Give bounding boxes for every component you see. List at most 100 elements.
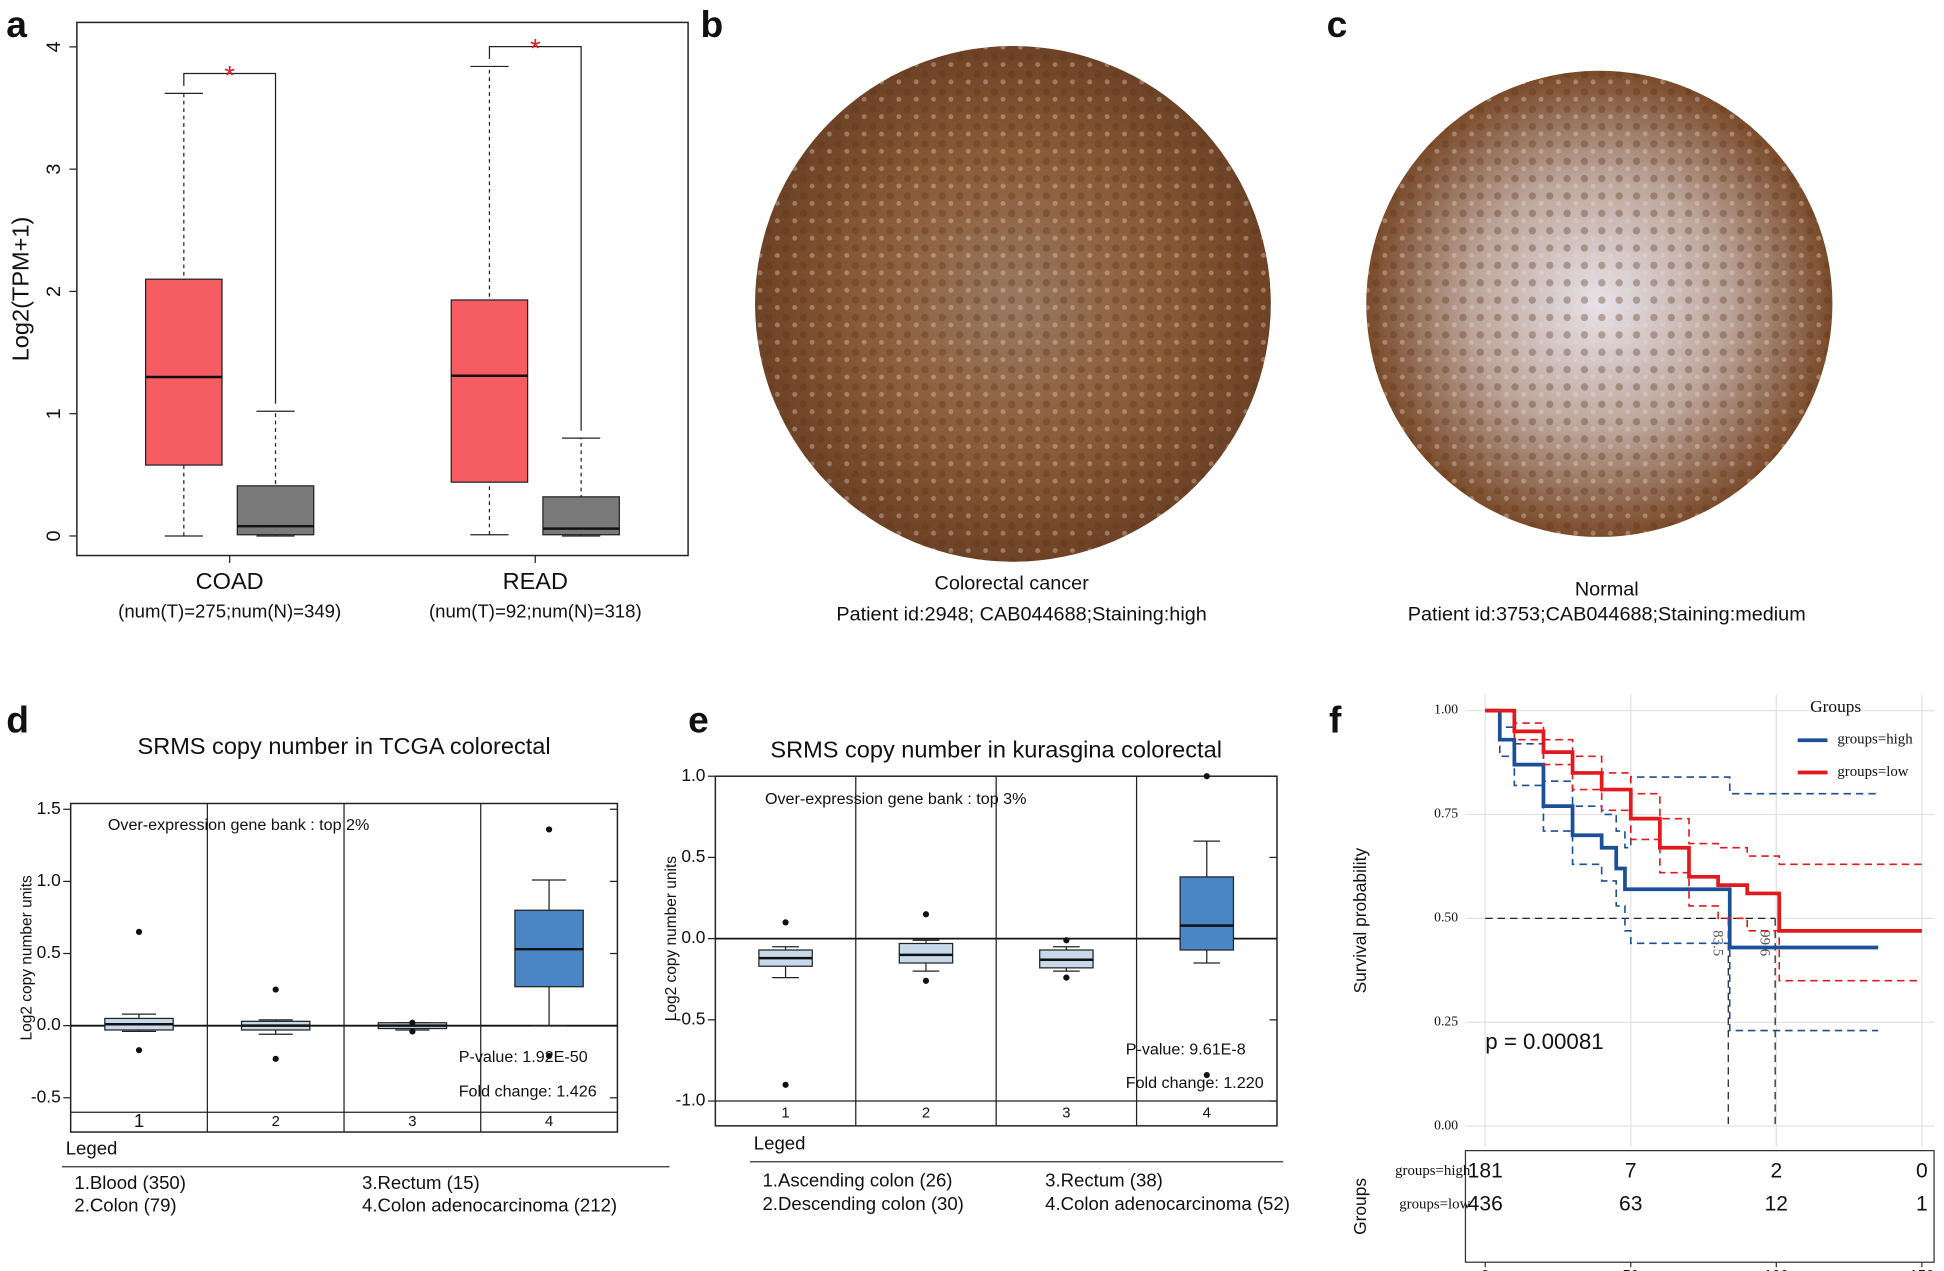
tissue-texture [755, 45, 1271, 562]
y-tick-label: 0.50 [1434, 909, 1458, 924]
panel-label: a [6, 3, 27, 45]
legend-item: 3.Rectum (15) [362, 1172, 480, 1193]
y-tick-label: 3 [43, 164, 65, 175]
y-tick-label: 1.00 [1434, 702, 1458, 717]
risk-count: 7 [1625, 1159, 1637, 1182]
panel-label: d [6, 699, 29, 741]
annotation: Over-expression gene bank : top 2% [108, 816, 369, 834]
risk-row-name: groups=low [1399, 1197, 1470, 1213]
y-axis-label: Survival probability [1350, 848, 1370, 994]
box [898, 942, 954, 964]
risk-table-title: Groups [1350, 1178, 1370, 1235]
chart-title: SRMS copy number in TCGA colorectal [137, 733, 550, 759]
outlier [272, 1055, 279, 1062]
panel-label: b [700, 3, 723, 45]
y-tick-label: 0.5 [681, 846, 705, 866]
risk-count: 436 [1468, 1193, 1503, 1216]
y-tick-label: 0.75 [1434, 806, 1458, 821]
image-detail: Patient id:2948; CAB044688;Staining:high [836, 603, 1206, 625]
image-detail: Patient id:3753;CAB044688;Staining:mediu… [1408, 603, 1806, 625]
x-tick-label: COAD [196, 568, 264, 594]
significance-bracket [488, 45, 582, 431]
legend-title: Leged [754, 1132, 806, 1153]
legend-title: Leged [66, 1137, 118, 1158]
y-tick-label: 0.0 [37, 1014, 61, 1034]
outlier [272, 986, 279, 993]
legend-item: 3.Rectum (38) [1045, 1170, 1163, 1191]
x-tick-label: 50 [1623, 1268, 1640, 1271]
x-tick-label: 150 [1909, 1268, 1934, 1271]
outlier [1063, 937, 1070, 944]
x-tick-label: READ [503, 568, 568, 594]
legend-item: 4.Colon adenocarcinoma (212) [362, 1194, 617, 1215]
outlier [545, 826, 553, 833]
annotation: P-value: 1.92E-50 [459, 1048, 588, 1066]
x-tick-label: 4 [1203, 1105, 1211, 1121]
y-tick-label: -1.0 [676, 1090, 706, 1110]
chart-title: SRMS copy number in kurasgina colorectal [770, 737, 1222, 763]
outlier [409, 1028, 416, 1035]
y-tick-label: 1.5 [37, 798, 61, 818]
panel-label: f [1329, 699, 1342, 741]
plot-frame [76, 21, 689, 557]
x-tick-label: 3 [408, 1114, 416, 1130]
panel-label: c [1327, 3, 1348, 45]
legend-label: groups=low [1837, 764, 1908, 780]
image-caption: Normal [1575, 578, 1639, 600]
y-tick-label: 0 [43, 530, 65, 541]
significance: * [224, 59, 235, 90]
box [145, 278, 223, 466]
annotation: Over-expression gene bank : top 3% [765, 790, 1026, 808]
y-tick-label: -0.5 [676, 1008, 706, 1028]
risk-table-frame [1464, 1150, 1935, 1263]
annotation: Fold change: 1.426 [459, 1083, 597, 1101]
legend-item: 2.Colon (79) [74, 1194, 176, 1215]
y-tick-label: 1.0 [681, 765, 705, 785]
y-tick-label: 0.00 [1434, 1117, 1458, 1132]
image-caption: Colorectal cancer [935, 572, 1090, 594]
risk-count: 0 [1916, 1159, 1928, 1182]
survival-curve [1485, 708, 1879, 950]
x-tick-label: 2 [922, 1105, 930, 1121]
outlier [135, 1047, 143, 1054]
y-axis-label: Log2(TPM+1) [8, 217, 34, 362]
median-label: 99.6 [1757, 930, 1773, 956]
y-tick-label: 0.5 [37, 942, 61, 962]
legend-item: 1.Blood (350) [74, 1172, 186, 1193]
legend-label: groups=high [1837, 732, 1913, 748]
x-tick-label: 3 [1062, 1105, 1070, 1121]
risk-count: 2 [1770, 1159, 1782, 1182]
x-tick-label: 1 [134, 1110, 144, 1131]
legend-item: 4.Colon adenocarcinoma (52) [1045, 1193, 1290, 1214]
outlier [922, 911, 930, 918]
y-axis-label: Log2 copy number units [18, 875, 35, 1041]
x-tick-label: 1 [781, 1105, 789, 1121]
significance-bracket [183, 72, 277, 404]
p-value: p = 0.00081 [1485, 1029, 1603, 1054]
tissue-texture [1366, 70, 1833, 537]
y-tick-label: 2 [43, 286, 65, 297]
y-tick-label: -0.5 [31, 1086, 61, 1106]
panel-label: e [688, 699, 709, 741]
y-tick-label: 0.0 [681, 927, 705, 947]
risk-count: 1 [1916, 1193, 1928, 1216]
outlier [782, 919, 789, 926]
risk-count: 63 [1619, 1193, 1642, 1216]
y-tick-label: 0.25 [1434, 1013, 1458, 1028]
annotation: Fold change: 1.220 [1126, 1074, 1264, 1092]
x-tick-label: 100 [1764, 1268, 1789, 1271]
outlier [135, 928, 143, 935]
x-tick-note: (num(T)=275;num(N)=349) [118, 600, 341, 621]
significance: * [530, 33, 541, 64]
x-tick-label: 0 [1481, 1268, 1489, 1271]
box [450, 299, 529, 483]
annotation: P-value: 9.61E-8 [1126, 1040, 1246, 1058]
legend-title: Groups [1810, 697, 1861, 716]
risk-count: 12 [1765, 1193, 1788, 1216]
outlier [1063, 974, 1070, 981]
y-tick-label: 4 [43, 41, 65, 52]
outlier [782, 1081, 789, 1088]
